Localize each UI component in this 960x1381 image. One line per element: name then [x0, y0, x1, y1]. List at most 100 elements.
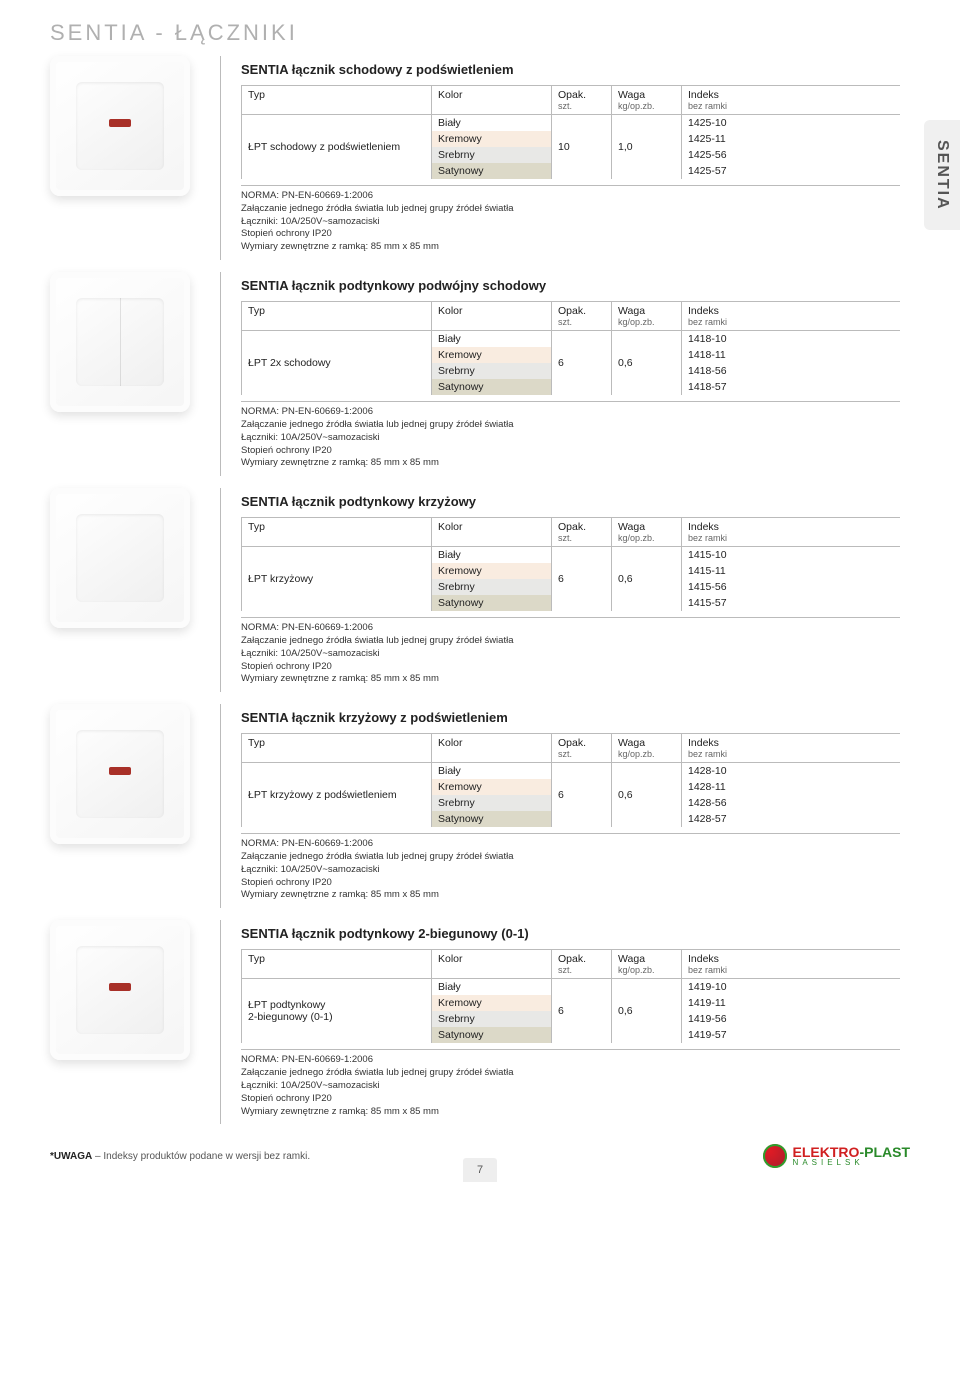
th-waga: Wagakg/op.zb.: [612, 86, 682, 115]
note-stopien: Stopień ochrony IP20: [241, 661, 900, 674]
td-indeks: 1418-56: [682, 363, 901, 379]
td-opak: 6: [552, 331, 612, 396]
td-color-srebrny: Srebrny: [432, 363, 552, 379]
note-norma: NORMA: PN-EN-60669-1:2006: [241, 838, 900, 851]
td-color-satynowy: Satynowy: [432, 163, 552, 179]
td-indeks: 1418-10: [682, 331, 901, 348]
logo-sub: NASIELSK: [793, 1159, 910, 1167]
note-wymiary: Wymiary zewnętrzne z ramką: 85 mm x 85 m…: [241, 457, 900, 470]
th-kolor: Kolor: [432, 950, 552, 979]
th-kolor: Kolor: [432, 86, 552, 115]
note-stopien: Stopień ochrony IP20: [241, 1093, 900, 1106]
note-wymiary: Wymiary zewnętrzne z ramką: 85 mm x 85 m…: [241, 673, 900, 686]
td-color-bialy: Biały: [432, 979, 552, 996]
td-color-satynowy: Satynowy: [432, 1027, 552, 1043]
td-indeks: 1419-11: [682, 995, 901, 1011]
td-color-bialy: Biały: [432, 331, 552, 348]
product-notes: NORMA: PN-EN-60669-1:2006 Załączanie jed…: [241, 185, 900, 254]
brand-logo: ELEKTRO-PLAST NASIELSK: [763, 1144, 910, 1168]
td-waga: 1,0: [612, 115, 682, 180]
logo-text: ELEKTRO-PLAST NASIELSK: [793, 1145, 910, 1167]
td-waga: 0,6: [612, 763, 682, 828]
th-opak: Opak.szt.: [552, 518, 612, 547]
products-container: SENTIA łącznik schodowy z podświetleniem…: [0, 46, 960, 1124]
product-photo: [50, 704, 190, 844]
side-tab: SENTIA: [924, 120, 960, 230]
td-typ: ŁPT 2x schodowy: [242, 331, 432, 396]
td-indeks: 1415-57: [682, 595, 901, 611]
td-indeks: 1418-57: [682, 379, 901, 395]
td-indeks: 1425-11: [682, 131, 901, 147]
td-color-kremowy: Kremowy: [432, 563, 552, 579]
td-opak: 10: [552, 115, 612, 180]
note-funkcja: Załączanie jednego źródła światła lub je…: [241, 1067, 900, 1080]
note-wymiary: Wymiary zewnętrzne z ramką: 85 mm x 85 m…: [241, 241, 900, 254]
note-funkcja: Załączanie jednego źródła światła lub je…: [241, 851, 900, 864]
td-indeks: 1419-56: [682, 1011, 901, 1027]
th-waga: Wagakg/op.zb.: [612, 518, 682, 547]
product-block: SENTIA łącznik podtynkowy podwójny schod…: [50, 272, 900, 476]
note-norma: NORMA: PN-EN-60669-1:2006: [241, 622, 900, 635]
td-typ: ŁPT schodowy z podświetleniem: [242, 115, 432, 180]
td-opak: 6: [552, 547, 612, 612]
td-color-bialy: Biały: [432, 547, 552, 564]
td-indeks: 1415-11: [682, 563, 901, 579]
td-indeks: 1418-11: [682, 347, 901, 363]
logo-green: PLAST: [864, 1144, 910, 1160]
td-typ: ŁPT podtynkowy2-biegunowy (0-1): [242, 979, 432, 1044]
td-color-bialy: Biały: [432, 115, 552, 132]
th-indeks: Indeksbez ramki: [682, 518, 901, 547]
td-color-kremowy: Kremowy: [432, 131, 552, 147]
product-table: Typ Kolor Opak.szt. Wagakg/op.zb. Indeks…: [241, 949, 900, 1043]
th-waga: Wagakg/op.zb.: [612, 302, 682, 331]
product-table: Typ Kolor Opak.szt. Wagakg/op.zb. Indeks…: [241, 85, 900, 179]
td-indeks: 1428-11: [682, 779, 901, 795]
product-notes: NORMA: PN-EN-60669-1:2006 Załączanie jed…: [241, 833, 900, 902]
td-opak: 6: [552, 979, 612, 1044]
note-stopien: Stopień ochrony IP20: [241, 445, 900, 458]
th-opak: Opak.szt.: [552, 86, 612, 115]
td-indeks: 1415-56: [682, 579, 901, 595]
page-number: 7: [463, 1158, 497, 1182]
td-color-srebrny: Srebrny: [432, 1011, 552, 1027]
switch-divider: [120, 298, 121, 386]
td-waga: 0,6: [612, 547, 682, 612]
td-color-kremowy: Kremowy: [432, 347, 552, 363]
th-typ: Typ: [242, 86, 432, 115]
th-waga: Wagakg/op.zb.: [612, 734, 682, 763]
product-title: SENTIA łącznik schodowy z podświetleniem: [241, 62, 900, 77]
td-waga: 0,6: [612, 331, 682, 396]
th-typ: Typ: [242, 518, 432, 547]
product-details: SENTIA łącznik krzyżowy z podświetleniem…: [220, 704, 900, 908]
th-typ: Typ: [242, 302, 432, 331]
product-table: Typ Kolor Opak.szt. Wagakg/op.zb. Indeks…: [241, 301, 900, 395]
product-notes: NORMA: PN-EN-60669-1:2006 Załączanie jed…: [241, 401, 900, 470]
td-color-satynowy: Satynowy: [432, 811, 552, 827]
td-color-satynowy: Satynowy: [432, 379, 552, 395]
th-typ: Typ: [242, 950, 432, 979]
note-norma: NORMA: PN-EN-60669-1:2006: [241, 190, 900, 203]
td-indeks: 1419-10: [682, 979, 901, 996]
note-norma: NORMA: PN-EN-60669-1:2006: [241, 406, 900, 419]
product-photo: [50, 56, 190, 196]
td-indeks: 1428-10: [682, 763, 901, 780]
th-indeks: Indeksbez ramki: [682, 302, 901, 331]
product-block: SENTIA łącznik krzyżowy z podświetleniem…: [50, 704, 900, 908]
td-color-srebrny: Srebrny: [432, 147, 552, 163]
product-details: SENTIA łącznik podtynkowy podwójny schod…: [220, 272, 900, 476]
th-kolor: Kolor: [432, 518, 552, 547]
th-kolor: Kolor: [432, 734, 552, 763]
td-waga: 0,6: [612, 979, 682, 1044]
td-indeks: 1428-57: [682, 811, 901, 827]
td-typ: ŁPT krzyżowy z podświetleniem: [242, 763, 432, 828]
td-indeks: 1419-57: [682, 1027, 901, 1043]
product-details: SENTIA łącznik podtynkowy 2-biegunowy (0…: [220, 920, 900, 1124]
th-opak: Opak.szt.: [552, 734, 612, 763]
note-stopien: Stopień ochrony IP20: [241, 228, 900, 241]
td-indeks: 1428-56: [682, 795, 901, 811]
note-laczniki: Łączniki: 10A/250V~samozaciski: [241, 216, 900, 229]
product-details: SENTIA łącznik podtynkowy krzyżowy Typ K…: [220, 488, 900, 692]
td-indeks: 1425-57: [682, 163, 901, 179]
note-laczniki: Łączniki: 10A/250V~samozaciski: [241, 1080, 900, 1093]
th-kolor: Kolor: [432, 302, 552, 331]
